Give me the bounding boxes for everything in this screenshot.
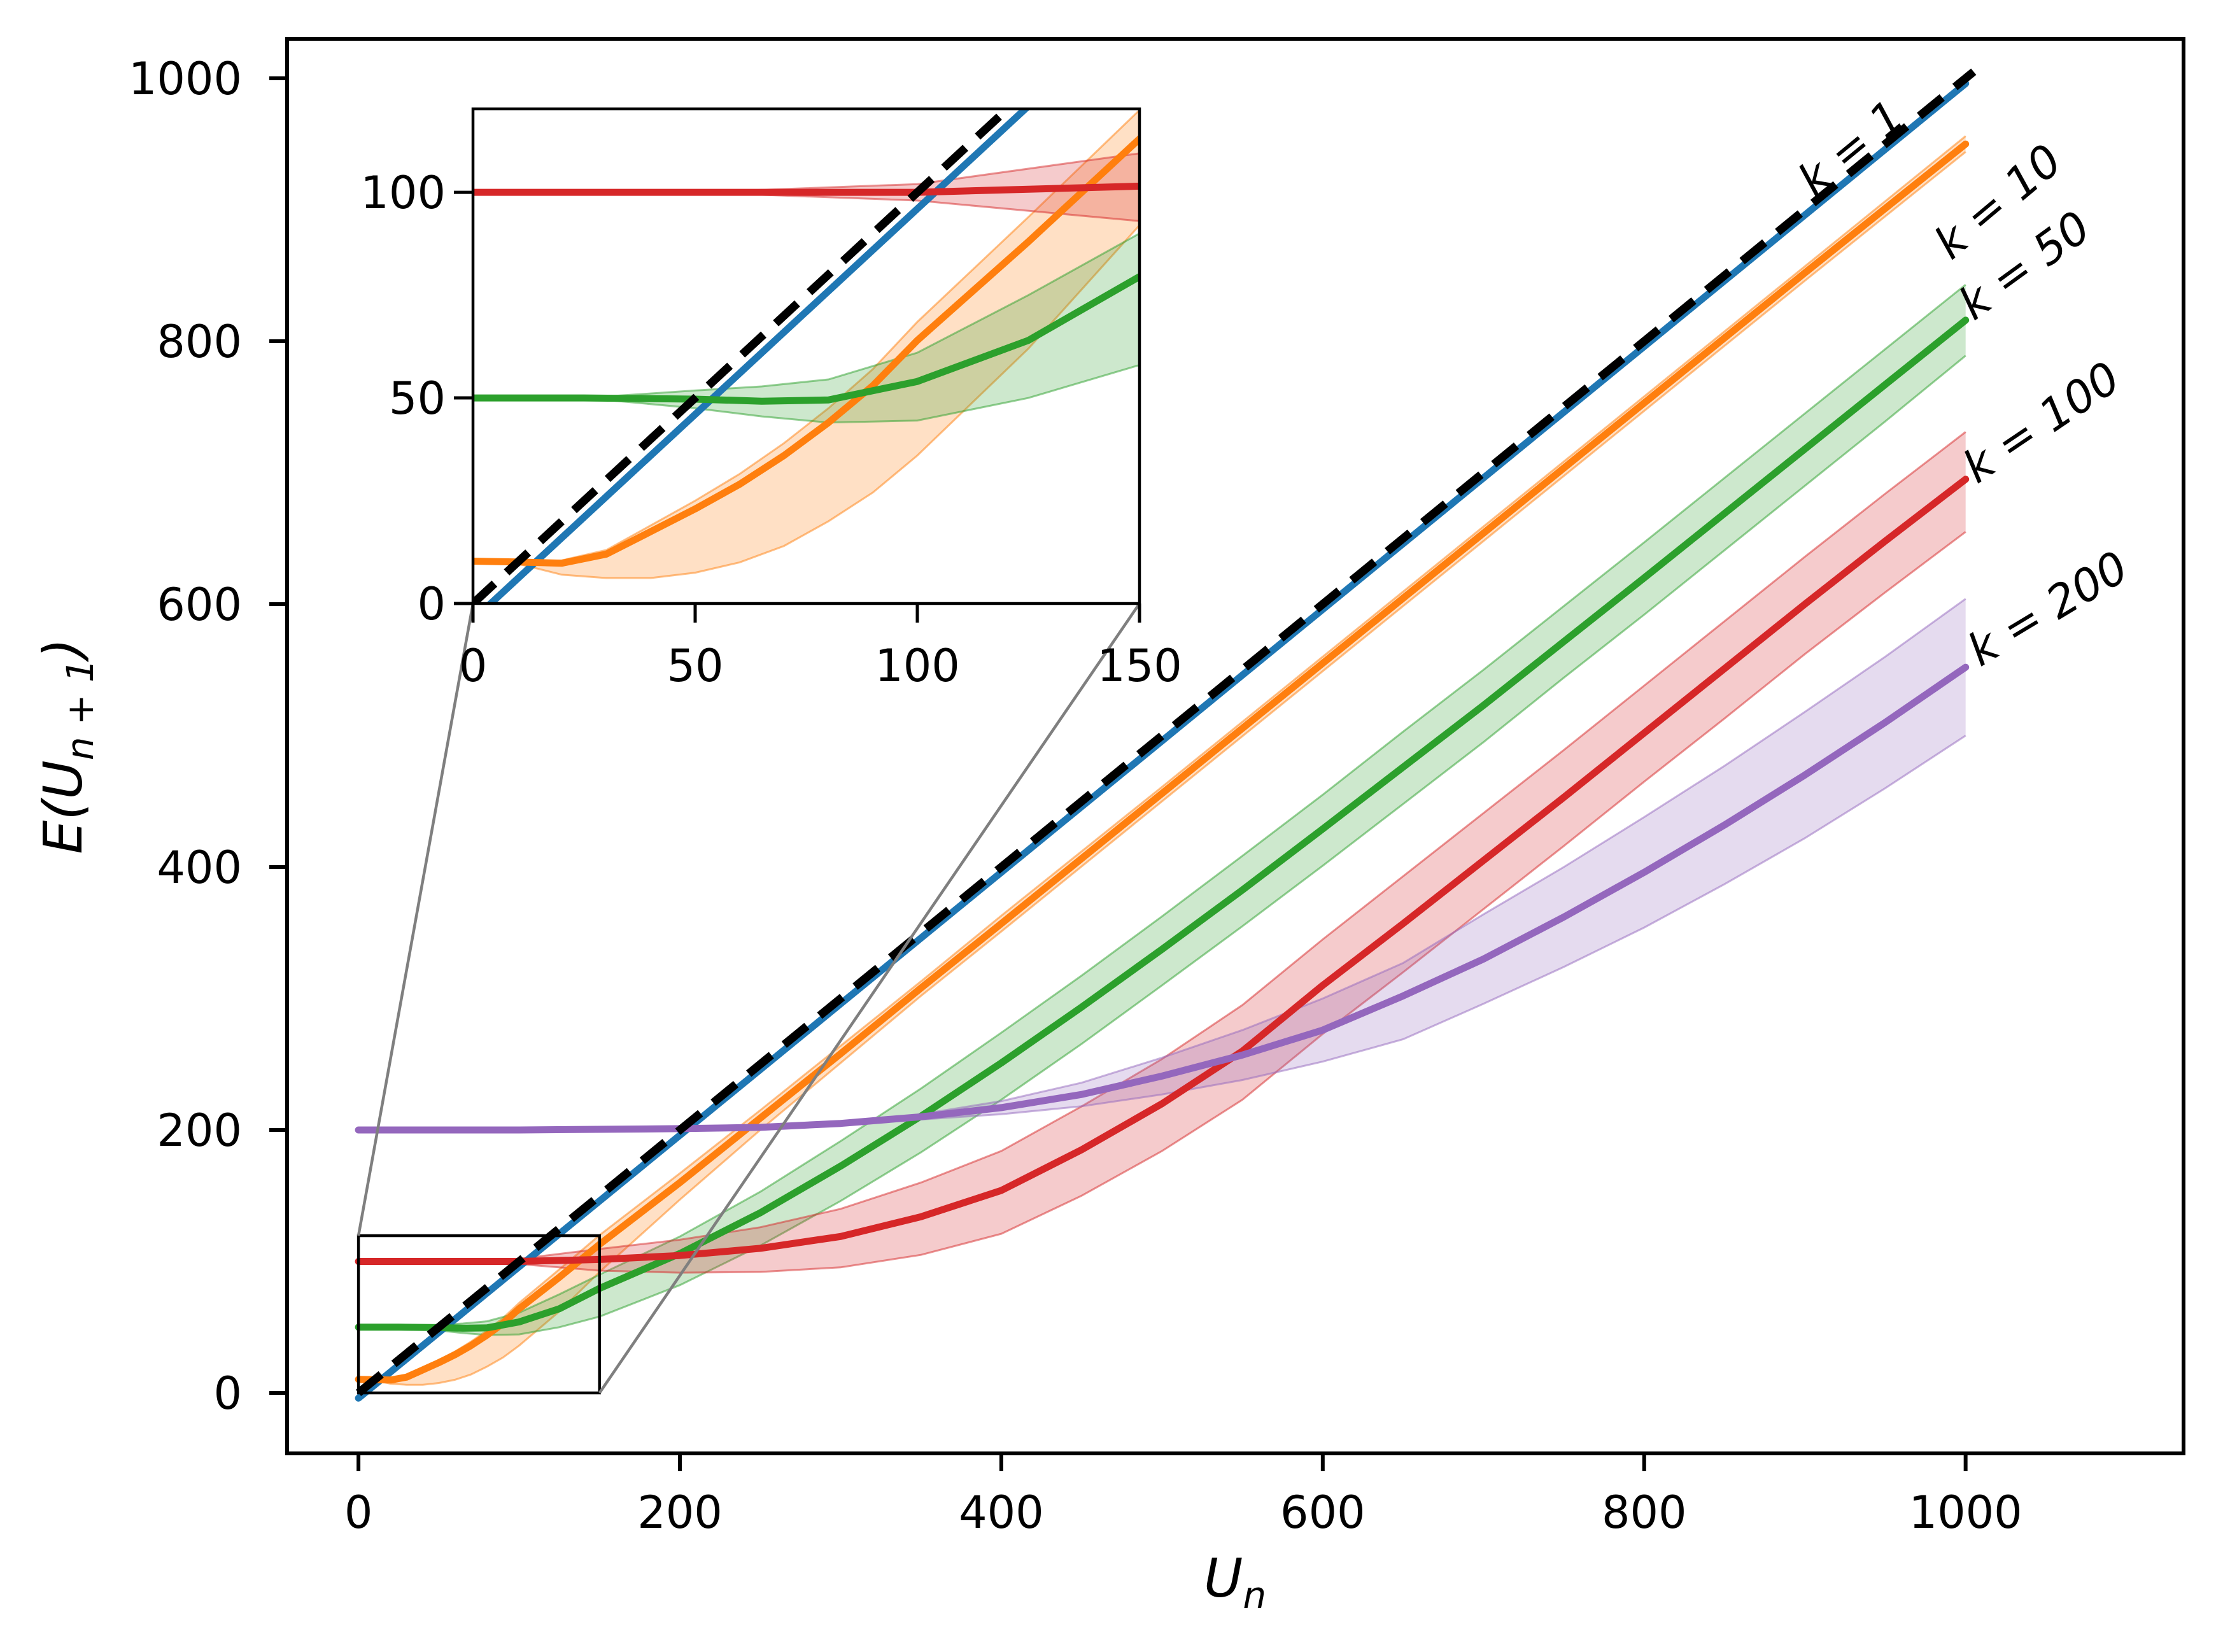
x-tick-label: 1000: [1909, 1486, 2022, 1539]
series-line-k200: [355, 663, 1970, 1134]
y-tick-label: 800: [157, 316, 242, 368]
x-tick-label: 800: [1602, 1486, 1687, 1539]
inset-connector-left: [356, 603, 475, 1236]
inset-axes: [454, 107, 1141, 623]
inset-axes-group: [473, 109, 1140, 604]
series-band-edge-low-k10: [473, 223, 1140, 579]
zoom-rect: [356, 1234, 602, 1395]
y-tick-label: 1000: [129, 53, 242, 105]
inset-plot-area: [473, 109, 1140, 604]
inset-x-tick-label: 100: [875, 640, 960, 692]
inset-y-tick-label: 50: [389, 372, 446, 425]
inset-axes-spines: [471, 107, 1141, 605]
y-tick-label: 400: [157, 842, 242, 894]
y-axis-label: E(Un + 1): [32, 638, 102, 854]
y-tick-label: 200: [157, 1105, 242, 1157]
series-band-edge-low-k100: [358, 531, 1966, 1274]
x-tick-label: 400: [959, 1486, 1044, 1539]
inset-tick-labels: 0 50 100 150 0 50 100: [360, 167, 1182, 692]
series-band-edge-high-k100: [358, 431, 1966, 1262]
series-band-k200: [358, 598, 1966, 1130]
inset-x-tick-label: 50: [667, 640, 723, 692]
main-plot-area: [355, 68, 1977, 1402]
inset-y-tick-label: 0: [417, 578, 446, 630]
series-line-k100: [355, 476, 1970, 1265]
main-axes: [269, 37, 2185, 1471]
series-band-k10: [473, 109, 1140, 578]
x-tick-label: 0: [344, 1486, 373, 1539]
series-band-edge-high-k10: [473, 109, 1140, 562]
inset-x-tick-label: 150: [1097, 640, 1182, 692]
series-band-edge-high-k50: [358, 284, 1966, 1329]
series-band-k100: [473, 153, 1140, 222]
main-axes-spines: [285, 37, 2185, 1455]
axis-labels: Un E(Un + 1): [32, 638, 1266, 1617]
identity-line: [355, 68, 1977, 1397]
series-band-edge-high-k50: [473, 232, 1140, 399]
x-tick-label: 200: [637, 1486, 723, 1539]
inset-x-tick-label: 0: [459, 640, 488, 692]
series-band-k50: [473, 233, 1140, 423]
x-axis-label: Un: [1204, 1547, 1266, 1617]
y-tick-label: 0: [213, 1367, 242, 1420]
series-line-k50: [355, 316, 1970, 1332]
inset-connector-right: [598, 602, 1141, 1394]
series-line-k50: [473, 272, 1140, 405]
y-tick-label: 600: [157, 579, 242, 631]
main-axes-group: [355, 68, 1977, 1402]
x-tick-label: 600: [1280, 1486, 1366, 1539]
inset-y-tick-label: 100: [360, 167, 446, 219]
series-band-edge-low-k10: [358, 151, 1966, 1386]
